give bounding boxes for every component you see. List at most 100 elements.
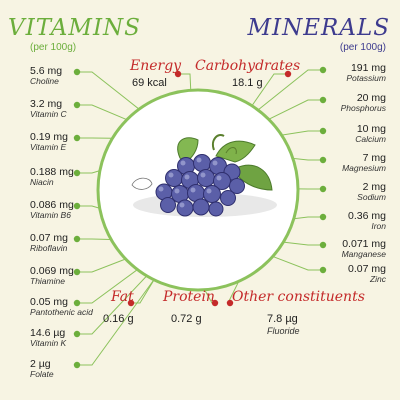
vitamin-name: Vitamin E xyxy=(30,142,67,153)
protein-dot xyxy=(211,299,219,307)
mineral-item: 0.36 mg Iron xyxy=(276,210,386,232)
vitamin-value: 0.05 mg xyxy=(30,296,68,308)
vitamin-name: Pantothenic acid xyxy=(30,307,93,318)
connector-line xyxy=(272,255,323,271)
mineral-name: Calcium xyxy=(355,134,386,145)
carbohydrates-dot xyxy=(284,70,292,78)
connector-line xyxy=(77,170,101,174)
mineral-value: 0.071 mg xyxy=(342,238,386,250)
other-constituents-title: Other constituents xyxy=(232,289,365,305)
carbohydrates-title: Carbohydrates xyxy=(195,58,301,74)
mineral-name: Potassium xyxy=(346,73,386,84)
vitamin-item: 0.188 mg Niacin xyxy=(30,166,140,188)
vitamin-name: Niacin xyxy=(30,177,54,188)
vitamins-per-100g: (per 100g) xyxy=(30,42,77,53)
minerals-title: MINERALS xyxy=(247,15,390,41)
vitamin-dot xyxy=(73,202,81,210)
connector-line xyxy=(283,241,323,246)
connector-line xyxy=(77,104,128,121)
mineral-item: 0.07 mg Zinc xyxy=(276,263,386,285)
carbohydrates-value: 18.1 g xyxy=(232,77,263,89)
vitamin-dot xyxy=(73,330,81,338)
grapes-icon xyxy=(131,134,277,217)
vitamins-title: VITAMINS xyxy=(8,15,141,41)
vitamin-value: 3.2 mg xyxy=(30,98,63,110)
protein-value: 0.72 g xyxy=(171,313,202,325)
vitamin-value: 0.086 mg xyxy=(30,199,74,211)
mineral-name: Zinc xyxy=(369,274,386,285)
vitamin-item: 0.086 mg Vitamin B6 xyxy=(30,199,140,221)
vitamin-dot xyxy=(73,101,81,109)
fat-title: Fat xyxy=(111,289,134,305)
vitamin-dot xyxy=(73,134,81,142)
connector-line xyxy=(77,258,126,273)
mineral-name: Iron xyxy=(371,221,386,232)
mineral-name: Sodium xyxy=(357,192,386,203)
connector-line xyxy=(281,130,323,136)
mineral-value: 191 mg xyxy=(350,62,386,74)
vitamin-value: 0.069 mg xyxy=(30,265,74,277)
mineral-item: 10 mg Calcium xyxy=(276,123,386,145)
vitamin-name: Vitamin B6 xyxy=(30,210,71,221)
mineral-name: Magnesium xyxy=(342,163,386,174)
mineral-item: 7 mg Magnesium xyxy=(276,152,386,174)
mineral-dot xyxy=(319,241,327,249)
energy-value: 69 kcal xyxy=(132,77,167,89)
vitamin-name: Thiamine xyxy=(30,276,65,287)
vitamin-value: 5.6 mg xyxy=(30,65,63,77)
connector-line xyxy=(77,275,148,335)
mineral-dot xyxy=(319,66,327,74)
mineral-value: 2 mg xyxy=(362,181,386,193)
vitamin-name: Riboflavin xyxy=(30,243,68,254)
vitamin-dot xyxy=(73,268,81,276)
vitamin-dot xyxy=(73,235,81,243)
connector-line xyxy=(251,73,288,107)
connector-line xyxy=(77,71,140,110)
vitamin-value: 0.188 mg xyxy=(30,166,74,178)
vitamin-item: 2 µg Folate xyxy=(30,358,140,380)
mineral-value: 20 mg xyxy=(356,92,386,104)
vitamin-item: 0.07 mg Riboflavin xyxy=(30,232,140,254)
mineral-dot xyxy=(319,127,327,135)
mineral-dot xyxy=(319,213,327,221)
vitamin-value: 0.07 mg xyxy=(30,232,68,244)
mineral-name: Phosphorus xyxy=(340,103,386,114)
minerals-per-100g: (per 100g) xyxy=(339,42,386,53)
connector-line xyxy=(292,157,323,161)
vitamin-item: 0.05 mg Pantothenic acid xyxy=(30,296,140,318)
other-constituents-name: Fluoride xyxy=(267,326,300,336)
vitamin-item: 14.6 µg Vitamin K xyxy=(30,327,140,349)
energy-dot xyxy=(174,70,182,78)
mineral-item: 0.071 mg Manganese xyxy=(276,238,386,260)
mineral-value: 0.07 mg xyxy=(348,263,386,275)
vitamin-dot xyxy=(73,169,81,177)
connector-line xyxy=(257,69,323,111)
connector-line xyxy=(268,99,323,120)
mineral-value: 0.36 mg xyxy=(348,210,386,222)
other-constituents-value: 7.8 µg xyxy=(267,313,298,325)
connector-line xyxy=(77,205,100,209)
mineral-name: Manganese xyxy=(341,249,386,260)
vitamin-value: 0.19 mg xyxy=(30,131,68,143)
vitamin-dot xyxy=(73,361,81,369)
vitamin-item: 0.19 mg Vitamin E xyxy=(30,131,140,153)
mineral-dot xyxy=(319,266,327,274)
mineral-item: 191 mg Potassium xyxy=(276,62,386,84)
mineral-value: 10 mg xyxy=(356,123,386,135)
other-constituents-dot xyxy=(226,299,234,307)
vitamin-name: Folate xyxy=(30,369,54,380)
mineral-item: 20 mg Phosphorus xyxy=(276,92,386,114)
vitamin-value: 2 µg xyxy=(30,358,51,370)
fat-dot xyxy=(127,299,135,307)
vitamin-dot xyxy=(73,299,81,307)
fat-value: 0.16 g xyxy=(103,313,134,325)
vitamin-value: 14.6 µg xyxy=(30,327,66,339)
vitamin-dot xyxy=(73,68,81,76)
protein-title: Protein xyxy=(163,289,215,305)
vitamin-item: 3.2 mg Vitamin C xyxy=(30,98,140,120)
vitamin-name: Choline xyxy=(30,76,59,87)
mineral-item: 2 mg Sodium xyxy=(276,181,386,203)
vitamin-item: 0.069 mg Thiamine xyxy=(30,265,140,287)
energy-title: Energy xyxy=(130,58,182,74)
